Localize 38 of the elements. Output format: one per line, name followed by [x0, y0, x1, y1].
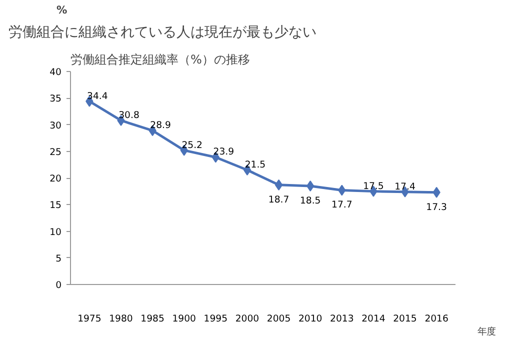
y-axis-title: %: [56, 4, 68, 16]
data-label: 23.9: [213, 146, 234, 158]
point: [274, 179, 283, 190]
x-tick-label: 1985: [140, 314, 164, 324]
x-tick-label: 2000: [235, 314, 260, 324]
y-tick-label: 5: [56, 253, 62, 264]
y-tick-label: 0: [56, 280, 62, 291]
data-label: 17.5: [363, 180, 384, 192]
data-label: 28.9: [150, 120, 171, 132]
data-label: 25.2: [182, 140, 203, 151]
data-label: 18.5: [300, 195, 321, 206]
y-tick-label: 30: [50, 120, 62, 132]
data-label: 17.3: [426, 202, 448, 213]
y-tick-label: 10: [50, 226, 62, 238]
data-label: 18.7: [268, 194, 290, 206]
x-tick-label: 1980: [109, 314, 133, 324]
data-label: 21.5: [244, 160, 266, 171]
chart-title: 労働組合に組織されている人は現在が最も少ない: [8, 24, 316, 40]
x-tick-label: 2016: [424, 314, 448, 324]
data-label: 34.4: [87, 90, 108, 102]
y-tick-label: 20: [50, 174, 62, 184]
x-tick-label: 2010: [298, 314, 322, 324]
y-tick-label: 15: [50, 200, 62, 212]
chart-subtitle: 労働組合推定組織率（%）の推移: [70, 52, 250, 66]
y-tick-label: 35: [50, 94, 62, 105]
x-tick-label: 1995: [204, 314, 228, 324]
x-tick-label: 2015: [393, 314, 417, 324]
x-tick-label: 2013: [330, 314, 354, 324]
y-tick-label: 25: [50, 146, 62, 158]
data-label: 17.7: [332, 200, 352, 211]
data-label: 17.4: [394, 181, 416, 192]
y-tick-label: 40: [50, 67, 62, 78]
x-tick-label: 2005: [266, 314, 291, 324]
x-tick-label: 1975: [78, 314, 102, 324]
x-tick-label: 1900: [172, 314, 196, 324]
data-label: 30.8: [118, 110, 140, 121]
x-axis-title: 年度: [478, 326, 496, 337]
x-tick-label: 2014: [362, 314, 386, 324]
